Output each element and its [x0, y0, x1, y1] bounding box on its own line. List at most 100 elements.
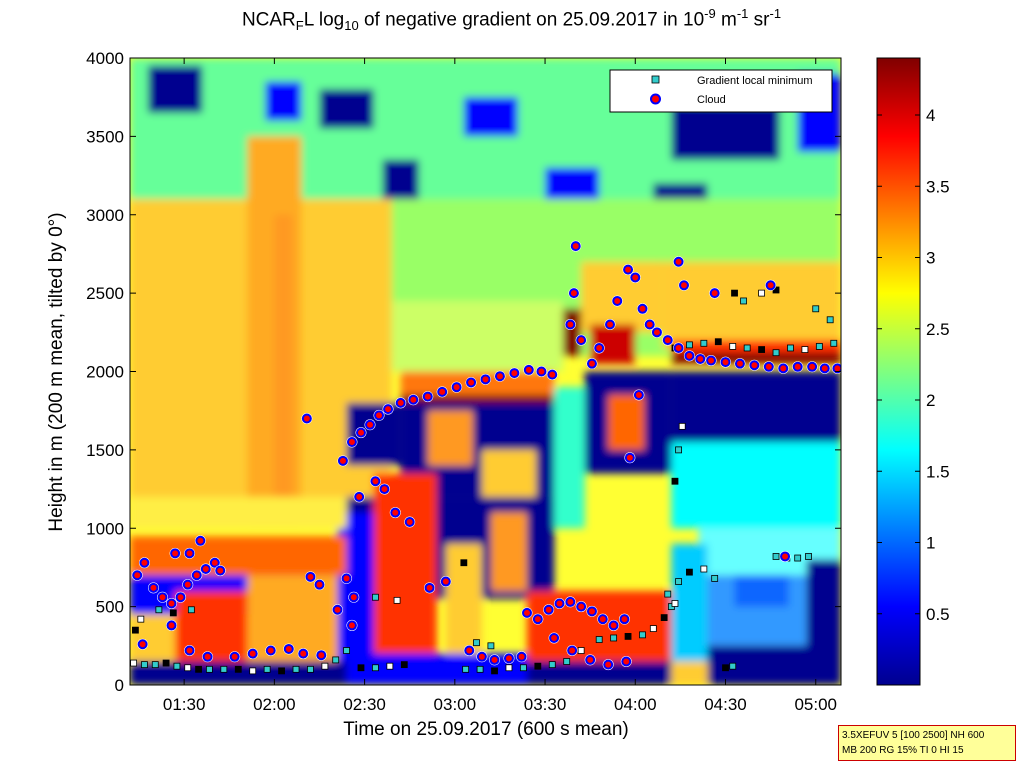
- heatmap-cell: [608, 395, 645, 450]
- gradient-min-point: [534, 662, 542, 670]
- gradient-min-point: [400, 661, 408, 669]
- gradient-min-point: [386, 662, 394, 670]
- x-tick-label: 02:00: [253, 695, 296, 714]
- gradient-min-point: [671, 477, 679, 485]
- cloud-point: [298, 648, 309, 659]
- gradient-min-point: [714, 338, 722, 346]
- x-axis-title: Time on 25.09.2017 (600 s mean): [343, 719, 629, 740]
- cloud-point: [354, 491, 365, 502]
- cloud-point: [374, 410, 385, 421]
- gradient-min-point: [675, 578, 682, 585]
- gradient-min-point: [332, 656, 340, 664]
- gradient-min-point: [487, 642, 495, 650]
- gradient-min-point: [740, 297, 747, 305]
- cloud-point: [175, 592, 186, 603]
- cloud-point: [780, 551, 791, 562]
- cloud-point: [341, 573, 352, 584]
- cloud-point: [157, 592, 168, 603]
- gradient-min-point: [610, 634, 618, 642]
- gradient-min-point: [787, 344, 794, 352]
- cloud-point: [621, 656, 632, 667]
- gradient-min-point: [758, 346, 765, 353]
- heatmap-cell: [671, 442, 841, 529]
- cloud-point: [765, 280, 776, 291]
- cloud-point: [612, 295, 623, 306]
- heatmap-cell: [427, 410, 473, 466]
- gradient-min-point: [577, 647, 585, 654]
- cloud-point: [316, 650, 327, 661]
- x-tick-label: 03:00: [434, 695, 477, 714]
- heatmap-cell: [373, 473, 437, 654]
- cloud-point: [522, 607, 533, 618]
- cloud-point: [365, 419, 376, 430]
- colorbar-tick-label: 3.5: [926, 177, 950, 196]
- cloud-point: [408, 394, 419, 405]
- gradient-min-point: [772, 553, 780, 560]
- gradient-min-point: [805, 553, 812, 560]
- heatmap-cell: [490, 512, 528, 591]
- heatmap-cell: [527, 590, 672, 662]
- gradient-min-point: [519, 664, 527, 672]
- colorbar-ticks: 0.5 1 1.5 2 2.5 3 3.5 4: [877, 106, 950, 624]
- gradient-min-point: [686, 568, 693, 576]
- y-tick-label: 4000: [86, 49, 124, 68]
- cloud-point: [623, 264, 634, 275]
- gradient-min-point: [491, 667, 498, 675]
- cloud-point: [314, 579, 325, 590]
- gradient-min-point: [137, 615, 145, 623]
- x-axis: 01:30 02:00 02:30 03:00 03:30 04:00 04:30 05:00: [163, 58, 837, 714]
- y-axis: 0 500 1000 1500 2000 2500 3000 3500 4000: [86, 49, 841, 695]
- gradient-min-point: [815, 343, 823, 350]
- gradient-min-point: [731, 289, 738, 297]
- gradient-min-point: [393, 596, 401, 604]
- x-tick-label: 04:00: [614, 695, 657, 714]
- heatmap-cell: [662, 261, 841, 348]
- gradient-min-point: [130, 659, 138, 667]
- cloud-point: [549, 632, 560, 643]
- gradient-min-point: [476, 665, 484, 673]
- info-line-2: MB 200 RG 15% TI 0 HI 15: [842, 745, 964, 756]
- gradient-min-point: [473, 639, 480, 647]
- cloud-point: [662, 335, 673, 346]
- cloud-point: [348, 592, 359, 603]
- gradient-min-point: [307, 665, 314, 673]
- cloud-point: [679, 280, 690, 291]
- cloud-point: [503, 653, 514, 664]
- gradient-min-point: [263, 665, 271, 673]
- cloud-point: [476, 651, 487, 662]
- gradient-min-point: [794, 554, 802, 562]
- cloud-point: [516, 651, 527, 662]
- cloud-point: [166, 598, 177, 609]
- legend-label-gradient-min: Gradient local minimum: [697, 75, 813, 87]
- x-tick-label: 04:30: [704, 695, 747, 714]
- gradient-min-point: [729, 343, 737, 350]
- gradient-min-point: [639, 631, 646, 639]
- cloud-point: [191, 570, 202, 581]
- cloud-point: [523, 364, 534, 375]
- cloud-point: [305, 571, 316, 582]
- cloud-point: [603, 659, 614, 670]
- cloud-point: [547, 369, 558, 380]
- gradient-min-point: [460, 559, 468, 567]
- gradient-min-point: [671, 600, 679, 607]
- heatmap-cell: [671, 340, 841, 356]
- gradient-min-point: [649, 625, 657, 632]
- cloud-point: [148, 582, 159, 593]
- gradient-min-point: [206, 665, 213, 673]
- cloud-point: [283, 643, 294, 654]
- gradient-min-point: [772, 349, 780, 357]
- y-tick-label: 1500: [86, 441, 124, 460]
- gradient-min-point: [686, 341, 693, 349]
- chart-title: NCARFL log10 of negative gradient on 25.…: [241, 6, 782, 34]
- gradient-min-point: [195, 665, 202, 673]
- gradient-min-point: [169, 609, 177, 617]
- heatmap-cell: [671, 371, 841, 443]
- gradient-min-point: [830, 339, 838, 347]
- cloud-point: [594, 342, 605, 353]
- cloud-point: [301, 413, 312, 424]
- gradient-min-point: [343, 647, 350, 654]
- cloud-point: [536, 366, 547, 377]
- cloud-point: [624, 452, 635, 463]
- gradient-min-point: [660, 614, 668, 621]
- cloud-point: [567, 645, 578, 656]
